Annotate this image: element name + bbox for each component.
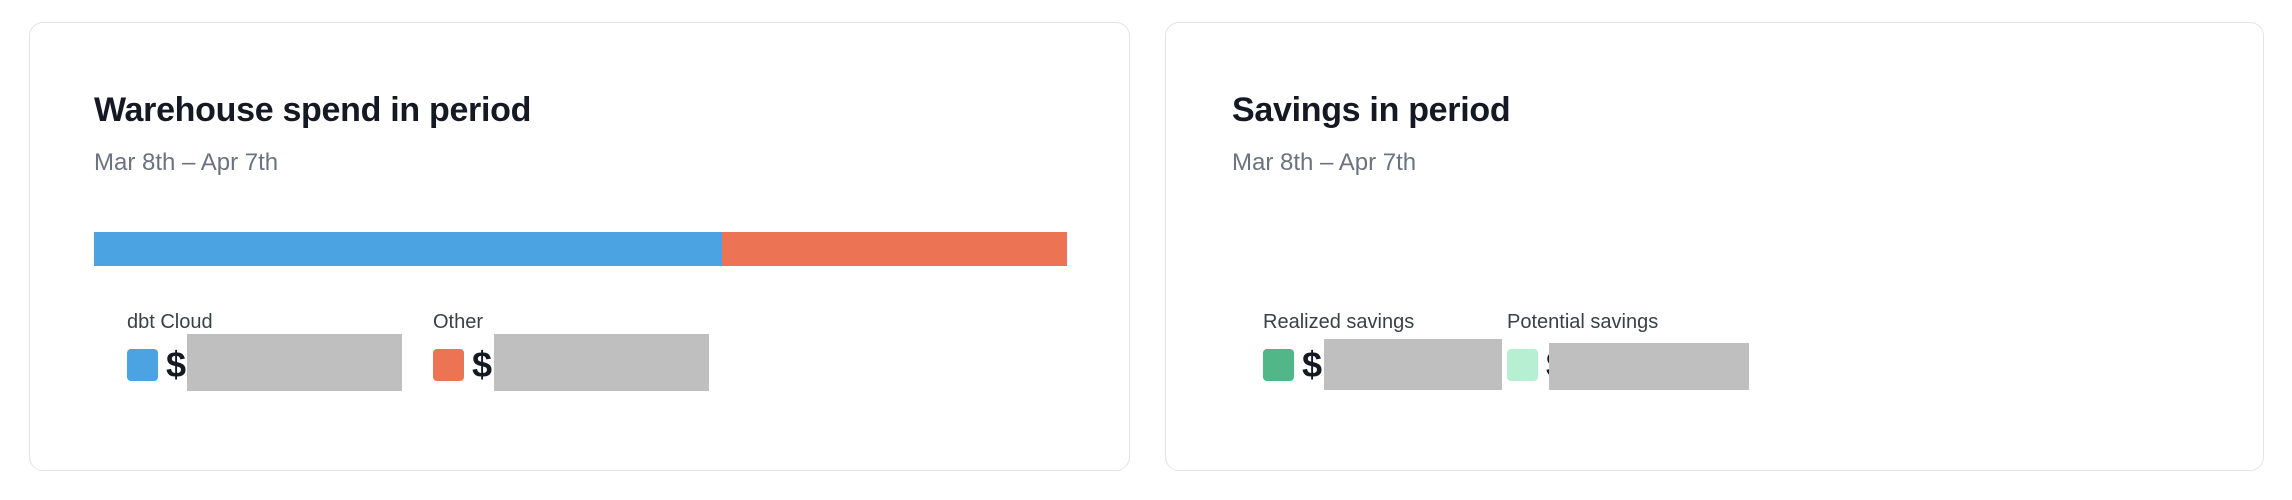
redacted-amount — [187, 334, 402, 391]
spend-stacked-bar — [94, 232, 1067, 266]
date-range: Mar 8th – Apr 7th — [94, 149, 279, 176]
redacted-amount — [1324, 339, 1502, 390]
amount-currency: $ — [166, 344, 187, 385]
amount-currency: $ — [1302, 344, 1323, 385]
card-title: Savings in period — [1232, 91, 1511, 129]
legend-swatch-other — [433, 349, 464, 381]
savings-card: Savings in period Mar 8th – Apr 7th Real… — [1165, 22, 2264, 471]
legend-label-dbt-cloud: dbt Cloud — [127, 311, 213, 333]
legend-label-realized-savings: Realized savings — [1263, 311, 1415, 333]
warehouse-spend-card: Warehouse spend in period Mar 8th – Apr … — [29, 22, 1130, 471]
amount-currency: $ — [472, 344, 493, 385]
legend-label-other: Other — [433, 311, 484, 333]
redacted-amount — [494, 334, 709, 391]
bar-segment-dbt-cloud[interactable] — [94, 232, 722, 266]
bar-segment-other[interactable] — [721, 232, 1067, 266]
legend-label-potential-savings: Potential savings — [1507, 311, 1659, 333]
legend-swatch-dbt-cloud — [127, 349, 158, 381]
legend-swatch-realized-savings — [1263, 349, 1294, 381]
card-title: Warehouse spend in period — [94, 91, 532, 129]
redacted-amount — [1549, 343, 1749, 390]
date-range: Mar 8th – Apr 7th — [1232, 149, 1417, 176]
legend-swatch-potential-savings — [1507, 349, 1538, 381]
